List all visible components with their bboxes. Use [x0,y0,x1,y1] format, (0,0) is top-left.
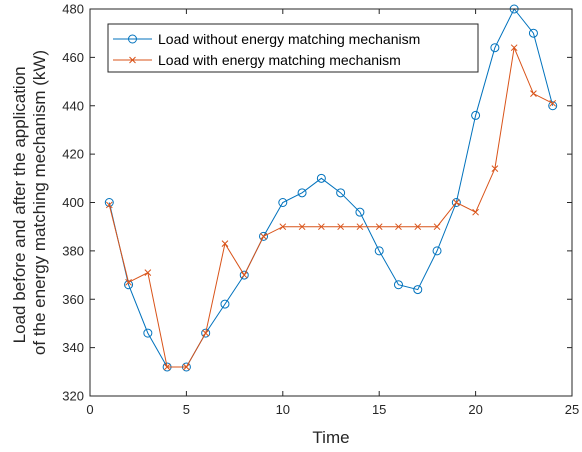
y-tick-label: 360 [62,292,84,307]
x-tick-label: 25 [565,402,579,417]
data-point [414,223,422,231]
y-axis-title-line-1: Load before and after the application [10,66,29,343]
data-point [356,223,364,231]
data-point [432,246,442,256]
data-point [125,278,132,286]
y-tick-label: 400 [62,195,84,210]
x-tick-label: 15 [372,402,386,417]
data-point [298,223,306,231]
data-point [316,173,326,183]
legend-label-series-1: Load without energy matching mechanism [158,31,420,47]
data-point [413,285,423,295]
data-point [183,363,190,371]
data-point [318,223,325,231]
x-tick-label: 0 [86,402,93,417]
y-tick-label: 340 [62,340,84,355]
data-point [260,233,267,240]
data-point [433,223,441,231]
data-point [510,44,518,52]
y-tick-label: 320 [62,389,84,404]
data-point [528,28,538,38]
y-tick-label: 480 [62,2,84,17]
data-point [221,240,229,247]
legend: Load without energy matching mechanism L… [107,23,479,73]
data-point [549,99,557,107]
axes-layer: 0 5 10 15 20 25 320 340 360 380 400 420 440 460 480 [62,2,579,418]
data-point [548,101,558,111]
data-point [105,201,113,209]
data-point [375,223,383,231]
x-tick-label: 10 [276,402,290,417]
data-point [278,198,288,207]
data-point [297,188,307,198]
data-point [490,43,500,53]
series-layer [104,4,558,372]
data-point [336,188,346,198]
legend-marker-series-1 [128,34,137,44]
data-point [471,110,481,120]
y-tick-label: 460 [62,50,84,65]
data-point [452,199,460,206]
data-point [144,269,152,276]
data-point [355,207,365,217]
x-tick-label: 5 [183,402,190,417]
plot-area [90,9,572,396]
y-axis-title: Load before and after the application of… [10,50,49,355]
data-point [201,328,211,338]
data-point [279,223,287,231]
data-point [395,223,402,231]
data-point [240,271,248,279]
x-axis-title: Time [312,428,349,447]
data-point [220,299,230,309]
legend-label-series-2: Load with energy matching mechanism [158,52,401,68]
y-axis-title-line-2: of the energy matching mechanism (kW) [30,50,49,355]
data-point [239,270,249,280]
data-point [337,223,344,231]
data-point [451,198,461,207]
data-point [491,165,499,172]
y-tick-label: 420 [62,147,84,162]
x-tick-label: 20 [468,402,482,417]
series-line-2 [108,45,553,368]
legend-box [107,23,479,73]
data-point [530,90,537,98]
data-point [472,208,479,216]
data-point [143,328,153,338]
y-tick-label: 440 [62,98,84,113]
data-point [163,363,171,371]
data-point [202,329,210,337]
data-point [393,280,403,290]
data-point [259,231,269,241]
legend-marker-series-2 [129,56,136,64]
y-tick-label: 380 [62,243,84,258]
data-point [374,246,384,256]
